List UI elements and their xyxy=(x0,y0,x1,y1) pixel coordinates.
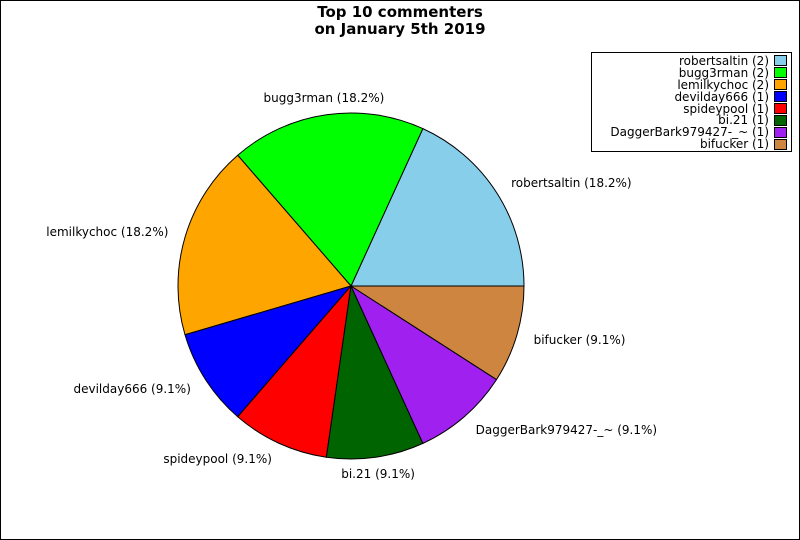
slice-label: bifucker (9.1%) xyxy=(533,332,626,347)
legend-color-swatch xyxy=(774,67,787,79)
chart-title: Top 10 commenters on January 5th 2019 xyxy=(1,4,799,38)
legend-label: lemilkychoc (2) xyxy=(677,77,769,92)
legend: robertsaltin (2) bugg3rman (2) lemilkychoc… xyxy=(591,52,792,152)
chart-title-line2: on January 5th 2019 xyxy=(314,20,486,38)
pie-slice xyxy=(184,285,353,418)
legend-label: bugg3rman (2) xyxy=(678,65,769,80)
slice-label: bugg3rman (18.2%) xyxy=(263,90,385,105)
legend-row: robertsaltin (2) xyxy=(592,55,791,67)
legend-label: devilday666 (1) xyxy=(674,89,769,104)
legend-row: bi.21 (1) xyxy=(592,114,791,126)
pie-slice xyxy=(325,284,424,460)
slice-label: spideypool (9.1%) xyxy=(163,452,272,467)
pie-slice xyxy=(349,284,498,445)
slice-label: devilday666 (9.1%) xyxy=(73,381,191,396)
legend-color-swatch xyxy=(774,79,787,91)
slice-label: bi.21 (9.1%) xyxy=(341,467,415,482)
legend-color-swatch xyxy=(774,55,787,67)
legend-row: lemilkychoc (2) xyxy=(592,79,791,91)
legend-color-swatch xyxy=(774,114,787,126)
legend-label: robertsaltin (2) xyxy=(678,53,769,68)
chart-title-line1: Top 10 commenters xyxy=(317,3,483,21)
legend-label: bifucker (1) xyxy=(699,137,769,152)
slice-label: lemilkychoc (18.2%) xyxy=(46,225,169,240)
pie-slice xyxy=(349,285,525,381)
slice-label: DaggerBark979427-_~ (9.1%) xyxy=(475,422,658,437)
pie-slice xyxy=(237,284,352,458)
legend-color-swatch xyxy=(774,103,787,114)
legend-row: devilday666 (1) xyxy=(592,91,791,103)
legend-label: spideypool (1) xyxy=(683,101,769,116)
legend-row: bifucker (1) xyxy=(592,138,791,150)
pie-slice xyxy=(237,112,424,287)
legend-label: bi.21 (1) xyxy=(718,113,769,128)
legend-color-swatch xyxy=(774,138,787,150)
pie-slice xyxy=(177,154,352,336)
legend-row: spideypool (1) xyxy=(592,103,791,115)
legend-color-swatch xyxy=(774,126,787,138)
legend-row: DaggerBark979427-_~ (1) xyxy=(592,126,791,138)
legend-row: bugg3rman (2) xyxy=(592,67,791,79)
pie-slice xyxy=(350,127,525,287)
legend-color-swatch xyxy=(774,91,787,103)
legend-label: DaggerBark979427-_~ (1) xyxy=(610,125,769,140)
slice-label: robertsaltin (18.2%) xyxy=(511,176,632,191)
